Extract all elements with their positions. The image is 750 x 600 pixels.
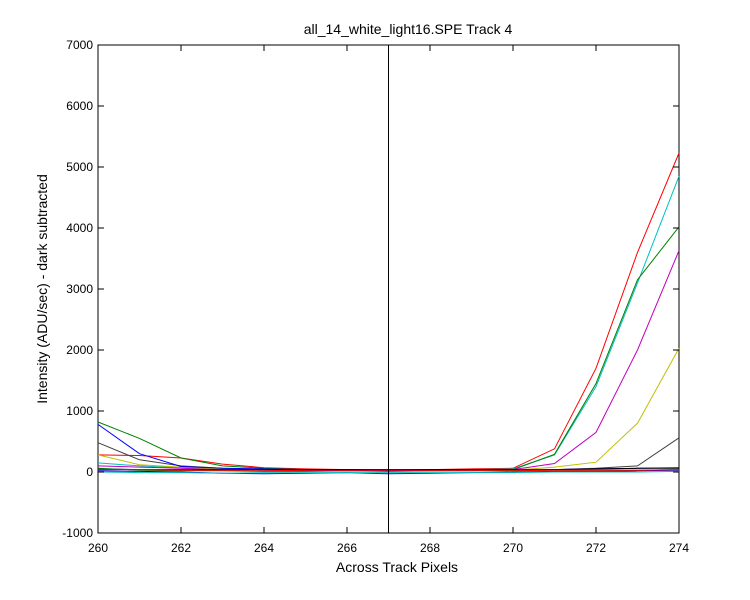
- x-tick-label: 260: [88, 541, 108, 555]
- x-tick-label: 272: [586, 541, 606, 555]
- x-tick-label: 274: [669, 541, 689, 555]
- y-tick-label: 1000: [66, 404, 93, 418]
- chart-title: all_14_white_light16.SPE Track 4: [304, 21, 513, 37]
- x-tick-label: 262: [171, 541, 191, 555]
- y-axis-label: Intensity (ADU/sec) - dark subtracted: [34, 174, 50, 404]
- x-tick-label: 266: [337, 541, 357, 555]
- x-tick-label: 268: [420, 541, 440, 555]
- y-tick-label: 2000: [66, 343, 93, 357]
- x-tick-label: 264: [254, 541, 274, 555]
- y-tick-label: 7000: [66, 38, 93, 52]
- y-tick-label: 4000: [66, 221, 93, 235]
- y-tick-label: 3000: [66, 282, 93, 296]
- y-axis-ticks: -1000 0 1000 2000 3000 4000 5000 6000 7000: [62, 38, 679, 540]
- y-tick-label: -1000: [62, 526, 93, 540]
- y-tick-label: 5000: [66, 160, 93, 174]
- x-tick-label: 270: [503, 541, 523, 555]
- x-axis-ticks: 260 262 264 266 268 270 272 274: [88, 45, 689, 555]
- y-tick-label: 6000: [66, 99, 93, 113]
- y-tick-label: 0: [86, 465, 93, 479]
- plot-area: 260 262 264 266 268 270 272 274 -1000 0 1000 2000 3…: [62, 38, 689, 555]
- x-axis-label: Across Track Pixels: [336, 559, 458, 575]
